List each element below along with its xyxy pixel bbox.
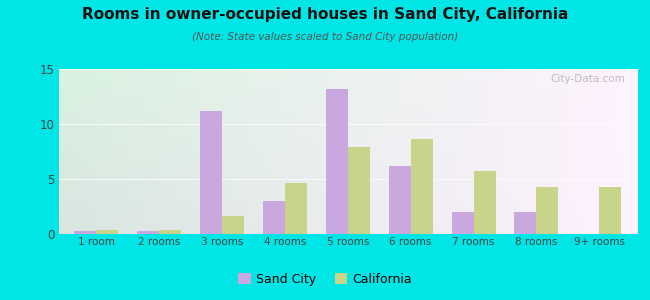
Bar	[599, 187, 621, 234]
Bar	[96, 230, 118, 234]
Bar	[159, 230, 181, 234]
Bar	[452, 212, 473, 234]
Bar	[200, 111, 222, 234]
Bar	[411, 140, 433, 234]
Bar	[389, 166, 411, 234]
Bar	[137, 231, 159, 234]
Bar	[473, 171, 495, 234]
Text: City-Data.com: City-Data.com	[551, 74, 625, 84]
Bar	[222, 216, 244, 234]
Bar	[285, 183, 307, 234]
Bar	[536, 187, 558, 234]
Text: (Note: State values scaled to Sand City population): (Note: State values scaled to Sand City …	[192, 32, 458, 41]
Bar	[326, 89, 348, 234]
Bar	[263, 201, 285, 234]
Legend: Sand City, California: Sand City, California	[233, 268, 417, 291]
Bar	[514, 212, 536, 234]
Bar	[74, 231, 96, 234]
Text: Rooms in owner-occupied houses in Sand City, California: Rooms in owner-occupied houses in Sand C…	[82, 8, 568, 22]
Bar	[348, 147, 370, 234]
